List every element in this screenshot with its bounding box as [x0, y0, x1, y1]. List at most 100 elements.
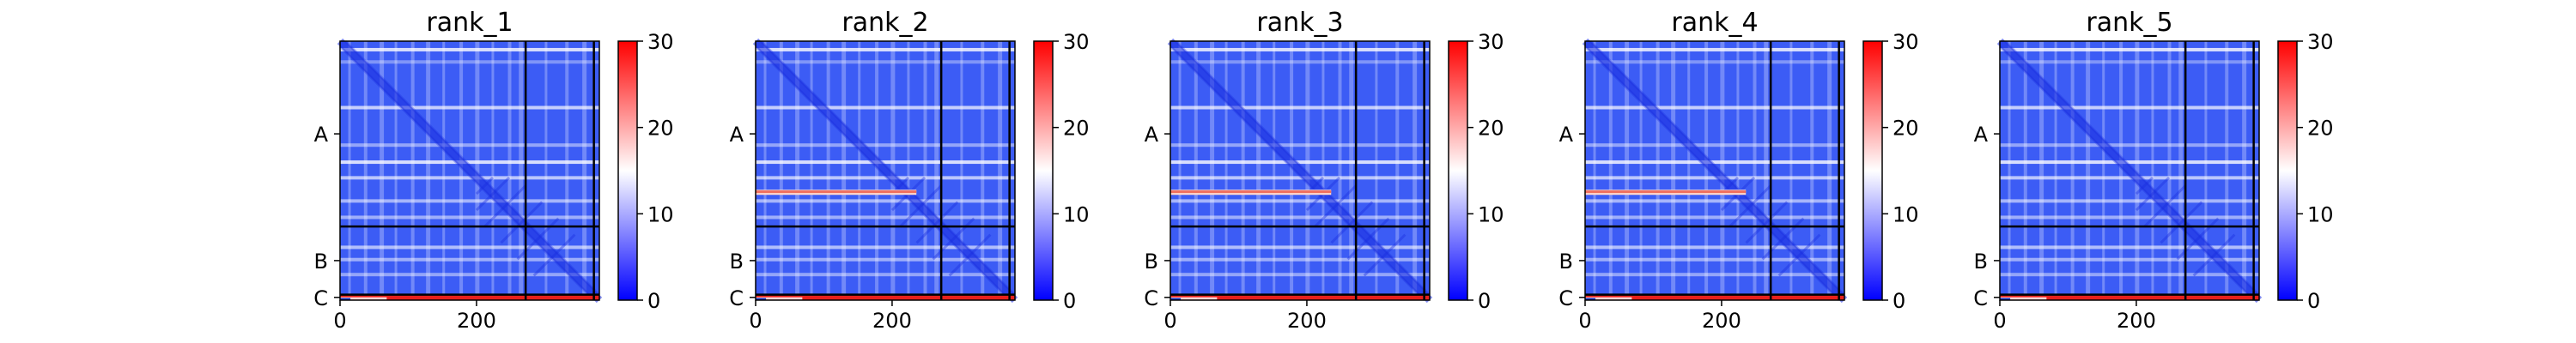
contact-pattern — [948, 233, 992, 277]
heatmap-stripe-v — [565, 41, 569, 300]
heatmap-stripe-h — [340, 60, 599, 64]
x-tick-label: 0 — [1578, 309, 1591, 333]
heatmap-stripe-v — [442, 41, 446, 300]
chain-c-rows — [340, 298, 351, 300]
heatmap-stripe-h — [340, 160, 599, 165]
contact-pattern — [1346, 217, 1390, 261]
heatmap-stripe-h — [1170, 215, 1430, 220]
heatmap-stripe-v — [779, 41, 783, 300]
diagonal-band — [338, 45, 596, 302]
heatmap-stripe-v — [1789, 41, 1793, 300]
heatmap-stripe-v — [2178, 41, 2184, 300]
heatmap-frame — [1170, 40, 1431, 301]
contact-pattern — [2160, 201, 2203, 244]
heatmap-stripe-h — [756, 105, 1015, 110]
heatmap-stripe-v — [363, 41, 368, 300]
heatmap-stripe-v — [1753, 41, 1757, 300]
heatmap-stripe-v — [1273, 41, 1276, 300]
heatmap-stripe-v — [1608, 41, 1613, 300]
heatmap-stripe-v — [2135, 41, 2140, 300]
colorbar-tick-label: 20 — [647, 117, 674, 141]
heatmap-frame — [339, 40, 600, 301]
y-chain-label: B — [1974, 250, 1988, 274]
heatmap-stripe-v — [507, 41, 512, 300]
chain-c-rows — [340, 294, 599, 300]
heatmap-stripe-h — [1170, 273, 1430, 277]
panel-title: rank_2 — [841, 8, 928, 38]
heatmap-stripe-h — [1170, 257, 1430, 262]
heatmap-stripe-h — [2000, 47, 2259, 51]
y-chain-label: A — [314, 123, 329, 147]
heatmap-stripe-h — [340, 257, 599, 262]
contact-pattern — [2192, 233, 2236, 277]
panel-title: rank_3 — [1256, 8, 1343, 38]
colorbar-tick-label: 20 — [1063, 117, 1090, 141]
colorbar — [617, 40, 638, 301]
diagonal-band — [1169, 45, 1426, 302]
colorbar-tick-label: 0 — [1478, 289, 1491, 313]
heatmap-stripe-h — [1585, 143, 1844, 147]
heatmap-stripe-h — [756, 160, 1015, 165]
heatmap-stripe-v — [1704, 41, 1709, 300]
heatmap-stripe-v — [475, 41, 480, 300]
heatmap-stripe-v — [1178, 41, 1182, 300]
colorbar-tick-label: 10 — [2307, 202, 2334, 226]
heatmap-stripe-h — [2000, 273, 2259, 277]
heatmap-stripe-v — [2225, 41, 2229, 300]
x-tick-label: 200 — [1287, 309, 1327, 333]
contact-pattern — [1745, 201, 1789, 244]
chain-c-rows — [756, 298, 767, 300]
colorbar-tick-label: 10 — [647, 202, 674, 226]
heatmap-stripe-v — [519, 41, 524, 300]
diagonal-band — [1582, 38, 1848, 304]
heatmap-stripe-h — [1170, 60, 1430, 64]
colorbar-tick-label: 20 — [2307, 117, 2334, 141]
heatmap-stripe-h — [2000, 176, 2259, 180]
heatmap-stripe-h — [1170, 245, 1430, 250]
heatmap-stripe-v — [1305, 41, 1310, 300]
contact-pattern — [2176, 217, 2220, 261]
x-tick-label: 0 — [1993, 309, 2006, 333]
heatmap-stripe-v — [2151, 41, 2154, 300]
heatmap-stripe-v — [1810, 41, 1814, 300]
heatmap-stripe-h — [1585, 47, 1844, 51]
colorbar-tick-label: 0 — [2307, 289, 2320, 313]
heatmap-stripe-h — [2000, 160, 2259, 165]
heatmap-stripe-v — [1338, 41, 1342, 300]
diagonal-band — [1583, 45, 1841, 302]
diagonal-band — [754, 45, 1012, 302]
heatmap-stripe-v — [544, 41, 548, 300]
heatmap-stripe-h — [340, 47, 599, 51]
x-tick-label: 200 — [872, 309, 912, 333]
heatmap-stripe-h — [756, 257, 1015, 262]
high-error-band — [1585, 190, 1747, 194]
heatmap-stripe-v — [1210, 41, 1215, 300]
y-chain-label: B — [314, 250, 328, 274]
heatmap-stripe-h — [756, 199, 1015, 203]
heatmap-stripe-h — [340, 273, 599, 277]
contact-pattern — [899, 184, 943, 228]
y-chain-label: C — [313, 286, 328, 310]
y-chain-label: C — [1558, 286, 1573, 310]
panel-title: rank_4 — [1671, 8, 1758, 38]
colorbar-tick-label: 30 — [2307, 30, 2334, 54]
heatmap-frame — [755, 40, 1016, 301]
heatmap-stripe-h — [756, 47, 1015, 51]
heatmap-stripe-h — [1170, 176, 1430, 180]
heatmap-stripe-v — [810, 41, 813, 300]
heatmap-frame — [1584, 40, 1845, 301]
colorbar-tick-label: 0 — [1893, 289, 1905, 313]
chain-c-rows — [2000, 297, 2047, 300]
heatmap-stripe-v — [2204, 41, 2208, 300]
heatmap-stripe-h — [2000, 199, 2259, 203]
chain-c-rows — [1170, 298, 1182, 300]
heatmap-stripe-v — [1625, 41, 1630, 300]
heatmap-stripe-h — [1170, 47, 1430, 51]
y-chain-label: C — [1973, 286, 1988, 310]
x-tick-label: 0 — [749, 309, 762, 333]
heatmap-stripe-v — [582, 41, 587, 300]
heatmap-stripe-h — [756, 215, 1015, 220]
